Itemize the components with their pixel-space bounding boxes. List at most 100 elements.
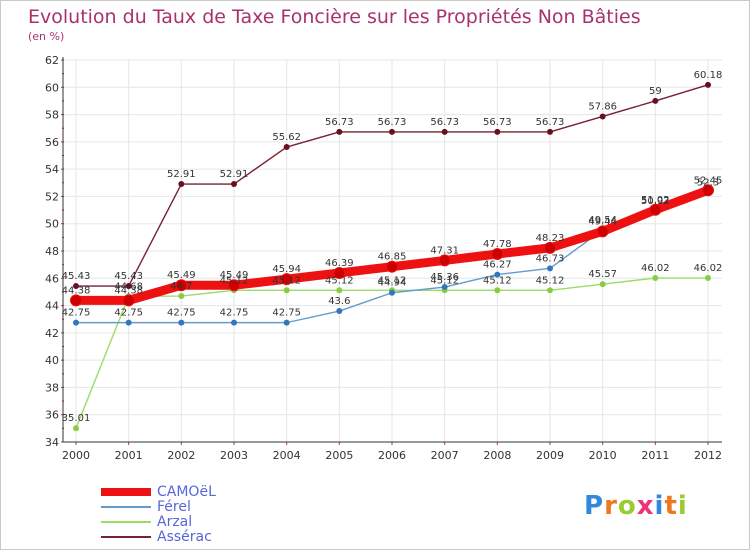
x-tick-label: 2008: [483, 449, 511, 462]
data-point-arzal: [73, 425, 79, 432]
data-point-asserac: [178, 181, 185, 188]
data-point-asserac: [599, 113, 606, 120]
data-label-ferel: 44.94: [378, 278, 407, 289]
logo-letter: i: [654, 491, 665, 521]
data-label-camoel: 45.49: [167, 270, 196, 281]
y-tick-label: 36: [45, 409, 59, 422]
legend-label: Férel: [157, 499, 191, 515]
logo-letter: o: [617, 491, 637, 521]
data-label-camoel: 47.31: [430, 245, 459, 256]
x-tick-label: 2000: [62, 449, 90, 462]
data-point-camoel: [122, 294, 135, 307]
data-label-ferel: 46.73: [536, 253, 565, 264]
data-label-arzal: 45.12: [325, 275, 354, 286]
legend-swatch: [101, 506, 151, 508]
data-label-arzal: 44.68: [114, 281, 143, 292]
data-point-asserac: [652, 97, 659, 104]
data-label-camoel: 51.02: [641, 195, 670, 206]
data-point-ferel: [389, 289, 395, 296]
data-point-arzal: [336, 287, 343, 294]
data-label-arzal: 45.12: [483, 275, 512, 286]
y-tick-label: 40: [45, 354, 59, 367]
data-point-camoel: [280, 273, 293, 286]
legend-label: CAMOëL: [157, 484, 216, 500]
data-point-ferel: [547, 265, 553, 272]
data-point-camoel: [175, 279, 188, 292]
y-tick-label: 46: [45, 272, 59, 285]
data-label-camoel: 44.38: [62, 285, 91, 296]
data-point-asserac: [283, 144, 290, 151]
data-label-arzal: 45.57: [588, 269, 617, 280]
logo-letter: r: [604, 491, 618, 521]
data-point-ferel: [231, 319, 237, 326]
y-axis-unit-label: (en %): [28, 30, 65, 43]
data-label-camoel: 45.94: [272, 264, 301, 275]
y-tick-label: 52: [45, 190, 59, 203]
data-point-asserac: [231, 181, 237, 188]
data-label-arzal: 45.12: [220, 275, 249, 286]
data-label-asserac: 52.91: [220, 169, 249, 180]
data-label-camoel: 48.23: [536, 233, 565, 244]
x-tick-label: 2010: [589, 449, 617, 462]
y-tick-label: 62: [45, 54, 59, 67]
gridlines: [63, 59, 722, 443]
data-point-camoel: [386, 260, 398, 273]
data-label-asserac: 56.73: [483, 117, 512, 128]
data-point-ferel: [336, 308, 343, 315]
series-lines: [70, 81, 714, 432]
data-point-ferel: [125, 319, 132, 326]
data-label-asserac: 56.73: [430, 117, 459, 128]
data-point-camoel: [228, 279, 240, 292]
y-tick-label: 56: [45, 136, 59, 149]
data-labels: 45.43 45.43 52.91 52.91 55.62 56.73 56.73 56.73…: [62, 70, 723, 424]
data-point-asserac: [73, 283, 79, 290]
y-tick-label: 50: [45, 218, 59, 231]
proxiti-logo: Proxiti: [584, 491, 688, 521]
data-label-arzal: 35.01: [62, 413, 91, 424]
data-label-camoel: 52.45: [694, 175, 723, 186]
data-label-ferel: 46.27: [483, 260, 512, 271]
data-label-camoel: 46.85: [378, 252, 407, 263]
data-point-arzal: [652, 275, 659, 282]
y-tick-label: 54: [45, 163, 59, 176]
y-tick-label: 38: [45, 381, 59, 394]
data-label-asserac: 55.62: [272, 132, 301, 143]
data-point-ferel: [73, 319, 79, 326]
data-label-asserac: 52.91: [167, 169, 196, 180]
data-point-asserac: [125, 283, 132, 290]
data-label-camoel: 44.38: [114, 285, 143, 296]
data-point-arzal: [547, 287, 553, 294]
data-label-ferel: 52.3: [697, 177, 719, 188]
logo-letter: x: [636, 491, 655, 521]
data-point-arzal: [494, 287, 501, 294]
data-label-arzal: 44.7: [170, 281, 192, 292]
data-label-arzal: 45.12: [272, 275, 301, 286]
data-label-asserac: 59: [649, 86, 662, 97]
data-point-ferel: [441, 284, 448, 291]
data-point-asserac: [336, 128, 343, 135]
data-label-asserac: 56.73: [325, 117, 354, 128]
data-point-asserac: [389, 128, 395, 135]
data-label-ferel: 49.54: [588, 215, 617, 226]
data-label-camoel: 45.49: [220, 270, 249, 281]
data-point-arzal: [599, 281, 606, 288]
y-tick-label: 58: [45, 109, 59, 122]
data-point-camoel: [596, 225, 609, 238]
data-point-camoel: [491, 248, 504, 261]
data-point-camoel: [70, 294, 82, 307]
data-label-ferel: 50.92: [641, 196, 670, 207]
x-tick-label: 2002: [167, 449, 195, 462]
data-label-arzal: 46.02: [641, 263, 670, 274]
axes: 34 36 38 40 42 44 46 48 50 52 54 56 58 60 62 2000 2001 20…: [45, 54, 722, 462]
data-point-arzal: [178, 293, 185, 300]
data-point-camoel: [702, 184, 714, 197]
data-label-ferel: 43.6: [328, 296, 350, 307]
legend-swatch: [101, 488, 151, 496]
data-point-arzal: [705, 275, 711, 282]
data-point-ferel: [283, 319, 290, 326]
y-tick-label: 44: [45, 300, 59, 313]
data-label-ferel: 42.75: [167, 308, 196, 319]
legend-label: Arzal: [157, 514, 193, 530]
data-label-arzal: 46.02: [694, 263, 723, 274]
x-tick-label: 2012: [694, 449, 722, 462]
